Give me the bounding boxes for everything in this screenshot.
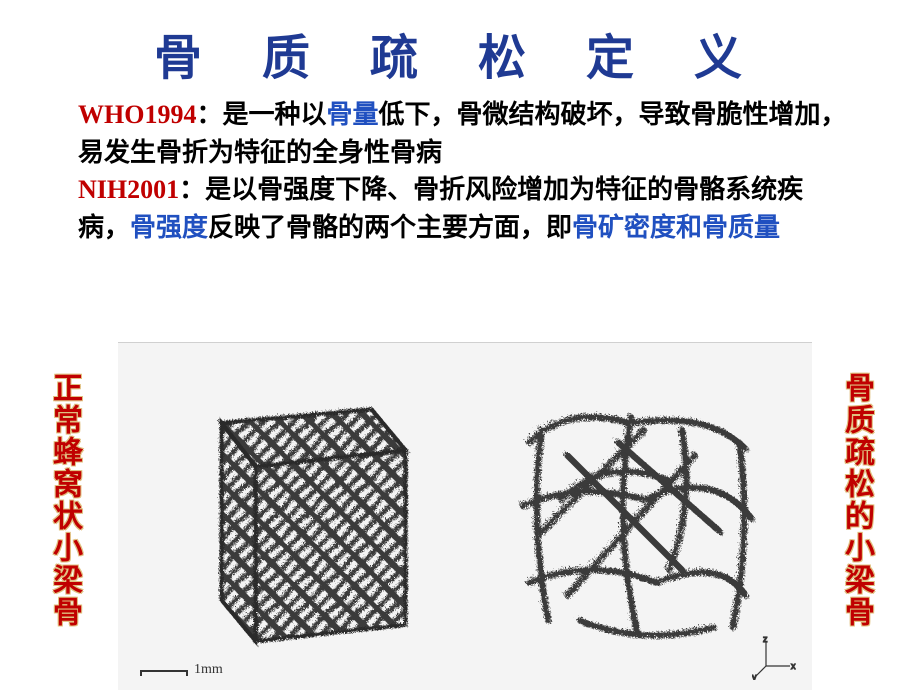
who-paragraph: WHO1994：是一种以骨量低下，骨微结构破坏，导致骨脆性增加，易发生骨折为特征… — [78, 96, 850, 171]
nih-blue-1: 骨强度 — [130, 213, 208, 242]
who-blue-1: 骨量 — [326, 100, 378, 129]
page-title: 骨 质 疏 松 定 义 — [0, 0, 920, 96]
who-pre: 是一种以 — [222, 100, 326, 129]
scale-bar-text: 1mm — [194, 662, 223, 678]
axis-indicator: x z y — [752, 636, 796, 680]
scale-bar: 1mm — [140, 662, 223, 678]
definition-text: WHO1994：是一种以骨量低下，骨微结构破坏，导致骨脆性增加，易发生骨折为特征… — [0, 96, 920, 247]
normal-bone-illustration — [162, 367, 442, 667]
nih-mid: 反映了骨骼的两个主要方面，即 — [208, 213, 572, 242]
osteoporotic-bone-illustration — [489, 367, 769, 667]
nih-label: NIH2001 — [78, 175, 179, 204]
left-vertical-label: 正常蜂窝状小梁骨 — [42, 372, 86, 628]
scale-bar-line — [140, 670, 188, 676]
nih-paragraph: NIH2001：是以骨强度下降、骨折风险增加为特征的骨骼系统疾病，骨强度反映了骨… — [78, 171, 850, 246]
axis-y-label: y — [752, 672, 757, 680]
axis-z-label: z — [763, 636, 768, 644]
nih-colon: ： — [179, 175, 205, 204]
right-vertical-label: 骨质疏松的小梁骨 — [834, 372, 878, 628]
axis-x-label: x — [791, 661, 796, 671]
who-label: WHO1994 — [78, 100, 196, 129]
nih-blue-2: 骨矿密度和骨质量 — [572, 213, 780, 242]
who-colon: ： — [196, 100, 222, 129]
bone-comparison-panel: 1mm x z y — [118, 342, 812, 690]
figure-area: 正常蜂窝状小梁骨 骨质疏松的小梁骨 — [0, 342, 920, 690]
